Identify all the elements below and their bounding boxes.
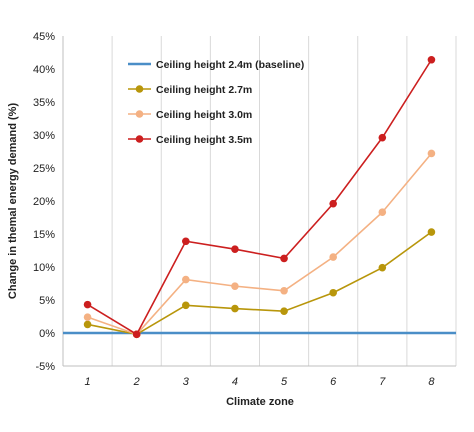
data-point [427,228,436,236]
series-line [87,59,433,336]
data-point [83,300,92,309]
data-point [378,208,387,217]
y-tick-label: 25% [33,163,55,175]
tick-labels: -5% 0% 5% 10% 15% 20% 25% 30% 35% 40% 45% 1 2 3 4 5 6 7 8 [33,31,435,388]
data-point [329,199,337,208]
y-tick-label: 15% [33,229,55,241]
y-tick-label: 45% [33,31,55,43]
legend-item: Ceiling height 3.5m [128,134,252,146]
legend-marker [135,110,144,118]
legend-marker [135,85,144,93]
legend-marker [135,135,144,143]
y-tick-label: 20% [33,196,55,208]
series-4 [83,55,436,339]
data-point [83,320,92,329]
y-tick-label: 40% [33,64,55,76]
data-point [182,237,190,246]
x-tick-label: 1 [85,376,91,388]
x-axis-title: Climate zone [226,396,294,408]
y-tick-label: 30% [33,130,55,142]
data-point [83,313,92,321]
y-tick-label: 10% [33,262,55,274]
legend-item: Ceiling height 2.4m (baseline) [128,59,304,71]
data-point [329,253,337,261]
x-tick-label: 2 [133,376,140,388]
series-line [87,231,432,336]
x-tick-label: 3 [183,376,190,388]
x-tick-label: 8 [428,376,435,388]
data-point [231,304,239,313]
y-axis-title: Change in themal energy demand (%) [7,103,19,300]
x-tick-label: 4 [232,376,238,388]
axes [62,36,456,367]
legend-item: Ceiling height 3.0m [128,109,252,121]
x-tick-label: 6 [330,376,337,388]
data-point [182,301,190,310]
series-layer [63,55,456,339]
data-point [378,133,387,142]
legend-label: Ceiling height 2.7m [156,84,252,96]
x-tick-label: 7 [379,376,386,388]
y-tick-label: 0% [39,328,55,340]
legend: Ceiling height 2.4m (baseline) Ceiling he… [128,59,304,146]
data-point [280,286,288,295]
data-point [280,307,288,316]
legend-label: Ceiling height 3.0m [156,109,252,121]
legend-label: Ceiling height 3.5m [156,134,252,146]
series-line [87,152,433,336]
legend-label: Ceiling height 2.4m (baseline) [156,59,304,71]
data-point [280,254,288,263]
series-2 [83,228,436,339]
data-point [231,245,239,253]
y-tick-label: 35% [33,97,55,109]
data-point [132,330,141,339]
data-point [427,55,436,64]
legend-item: Ceiling height 2.7m [128,84,252,96]
grid-lines [62,36,457,366]
data-point [231,282,239,290]
data-point [427,149,436,158]
data-point [378,263,387,272]
data-point [182,275,190,284]
x-tick-label: 5 [281,376,288,388]
data-point [329,288,337,297]
y-tick-label: 5% [39,295,55,307]
y-tick-label: -5% [35,361,55,373]
